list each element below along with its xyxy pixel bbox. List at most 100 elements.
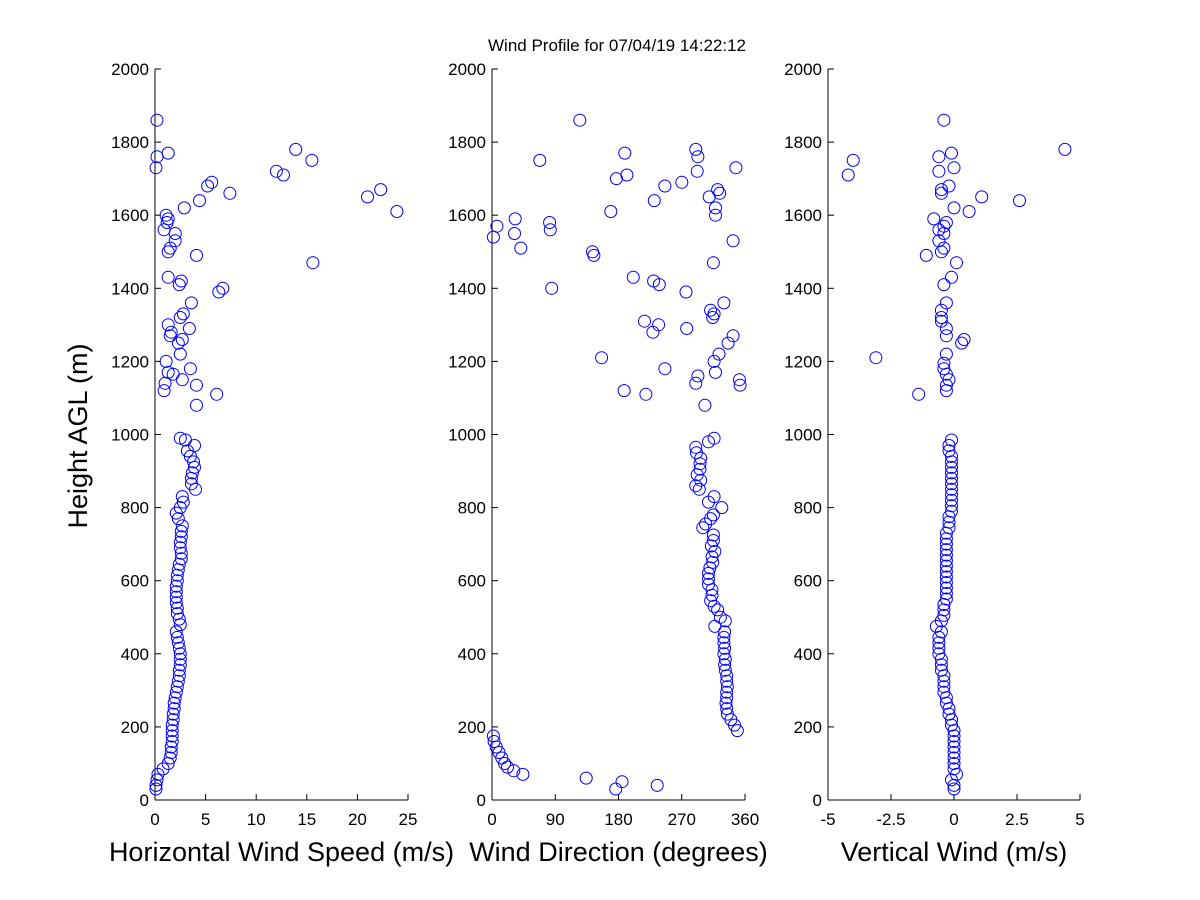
data-point bbox=[945, 146, 958, 160]
data-point bbox=[149, 778, 163, 792]
data-point bbox=[150, 773, 164, 787]
data-point bbox=[626, 270, 640, 284]
data-point bbox=[173, 431, 187, 445]
data-point bbox=[718, 614, 732, 628]
data-point bbox=[689, 376, 703, 390]
data-point bbox=[173, 347, 187, 361]
data-point bbox=[161, 365, 175, 379]
data-point bbox=[947, 161, 961, 175]
data-point bbox=[939, 696, 953, 710]
data-point bbox=[689, 142, 703, 156]
x-tick-label: 2.5 bbox=[1005, 810, 1029, 829]
x-tick-label: 360 bbox=[731, 810, 759, 829]
data-point bbox=[932, 164, 946, 178]
y-tick-label: 1000 bbox=[448, 426, 486, 445]
data-point bbox=[939, 347, 953, 361]
data-point bbox=[720, 674, 734, 688]
panel-3: 0 200 400 600 800 1000 1200 1400 1600 1800 2000 -5 -… bbox=[784, 60, 1085, 867]
data-point bbox=[947, 762, 961, 776]
data-point bbox=[638, 314, 651, 328]
data-point bbox=[374, 183, 388, 197]
x-tick-label: 20 bbox=[348, 810, 367, 829]
data-point bbox=[1058, 142, 1072, 156]
data-point bbox=[932, 234, 946, 248]
data-point bbox=[182, 322, 196, 335]
data-point bbox=[720, 707, 734, 721]
x-tick-label: 10 bbox=[247, 810, 266, 829]
y-tick-label: 1000 bbox=[784, 426, 822, 445]
data-point bbox=[306, 256, 320, 270]
y-tick-label: 1200 bbox=[448, 352, 486, 371]
y-tick-label: 2000 bbox=[448, 60, 486, 79]
data-point bbox=[699, 517, 713, 531]
data-point bbox=[932, 636, 946, 650]
data-point bbox=[212, 285, 226, 299]
y-tick-label: 600 bbox=[794, 572, 822, 591]
data-point bbox=[726, 234, 740, 248]
data-point bbox=[709, 201, 722, 215]
data-point bbox=[937, 278, 951, 292]
y-tick-label: 800 bbox=[458, 499, 486, 518]
data-point bbox=[161, 318, 175, 332]
data-point bbox=[604, 205, 618, 218]
data-point bbox=[706, 508, 720, 522]
data-point bbox=[486, 230, 500, 244]
x-tick-label: 25 bbox=[399, 810, 418, 829]
y-tick-label: 1800 bbox=[448, 133, 486, 152]
data-point bbox=[934, 311, 948, 324]
y-tick-label: 1400 bbox=[111, 279, 149, 298]
data-point bbox=[658, 179, 672, 193]
data-point bbox=[390, 205, 404, 218]
x-tick-label: -5 bbox=[820, 810, 835, 829]
y-tick-label: 1200 bbox=[784, 352, 822, 371]
data-point bbox=[161, 212, 175, 226]
x-tick-label: 180 bbox=[604, 810, 632, 829]
data-point bbox=[945, 493, 958, 507]
data-point bbox=[185, 466, 199, 480]
x-tick-label: 0 bbox=[487, 810, 496, 829]
data-point bbox=[718, 625, 732, 639]
data-point bbox=[269, 164, 283, 178]
data-point bbox=[939, 322, 953, 335]
data-point bbox=[869, 351, 883, 365]
data-point bbox=[720, 702, 734, 716]
data-point bbox=[170, 601, 184, 615]
figure-title: Wind Profile for 07/04/19 14:22:12 bbox=[488, 36, 746, 55]
data-point bbox=[939, 384, 953, 398]
data-point bbox=[161, 146, 175, 160]
data-point bbox=[704, 539, 718, 553]
data-point bbox=[161, 245, 175, 259]
data-point bbox=[718, 641, 732, 655]
data-point bbox=[937, 356, 951, 370]
data-point bbox=[706, 555, 720, 569]
data-point bbox=[947, 201, 961, 215]
data-point bbox=[617, 384, 631, 398]
data-point bbox=[170, 607, 184, 621]
data-point bbox=[178, 433, 192, 447]
data-point bbox=[190, 398, 203, 412]
data-point bbox=[721, 336, 735, 350]
data-point bbox=[706, 534, 720, 547]
data-point bbox=[932, 150, 946, 164]
data-point bbox=[176, 495, 190, 509]
data-point bbox=[947, 751, 961, 765]
data-point bbox=[223, 186, 237, 200]
data-point bbox=[159, 354, 173, 368]
data-point bbox=[177, 201, 191, 215]
data-point bbox=[726, 329, 740, 343]
data-point bbox=[173, 541, 187, 555]
data-point bbox=[175, 519, 189, 533]
data-point bbox=[962, 205, 976, 218]
data-point bbox=[945, 433, 958, 447]
data-point bbox=[713, 186, 727, 200]
data-point bbox=[947, 782, 961, 796]
data-point bbox=[945, 466, 958, 480]
data-point bbox=[175, 333, 189, 346]
data-point bbox=[639, 387, 653, 401]
data-point bbox=[947, 740, 961, 754]
data-point bbox=[361, 190, 374, 204]
data-point bbox=[934, 303, 948, 317]
y-tick-label: 400 bbox=[458, 645, 486, 664]
y-tick-label: 200 bbox=[458, 718, 486, 737]
data-point bbox=[173, 652, 187, 666]
